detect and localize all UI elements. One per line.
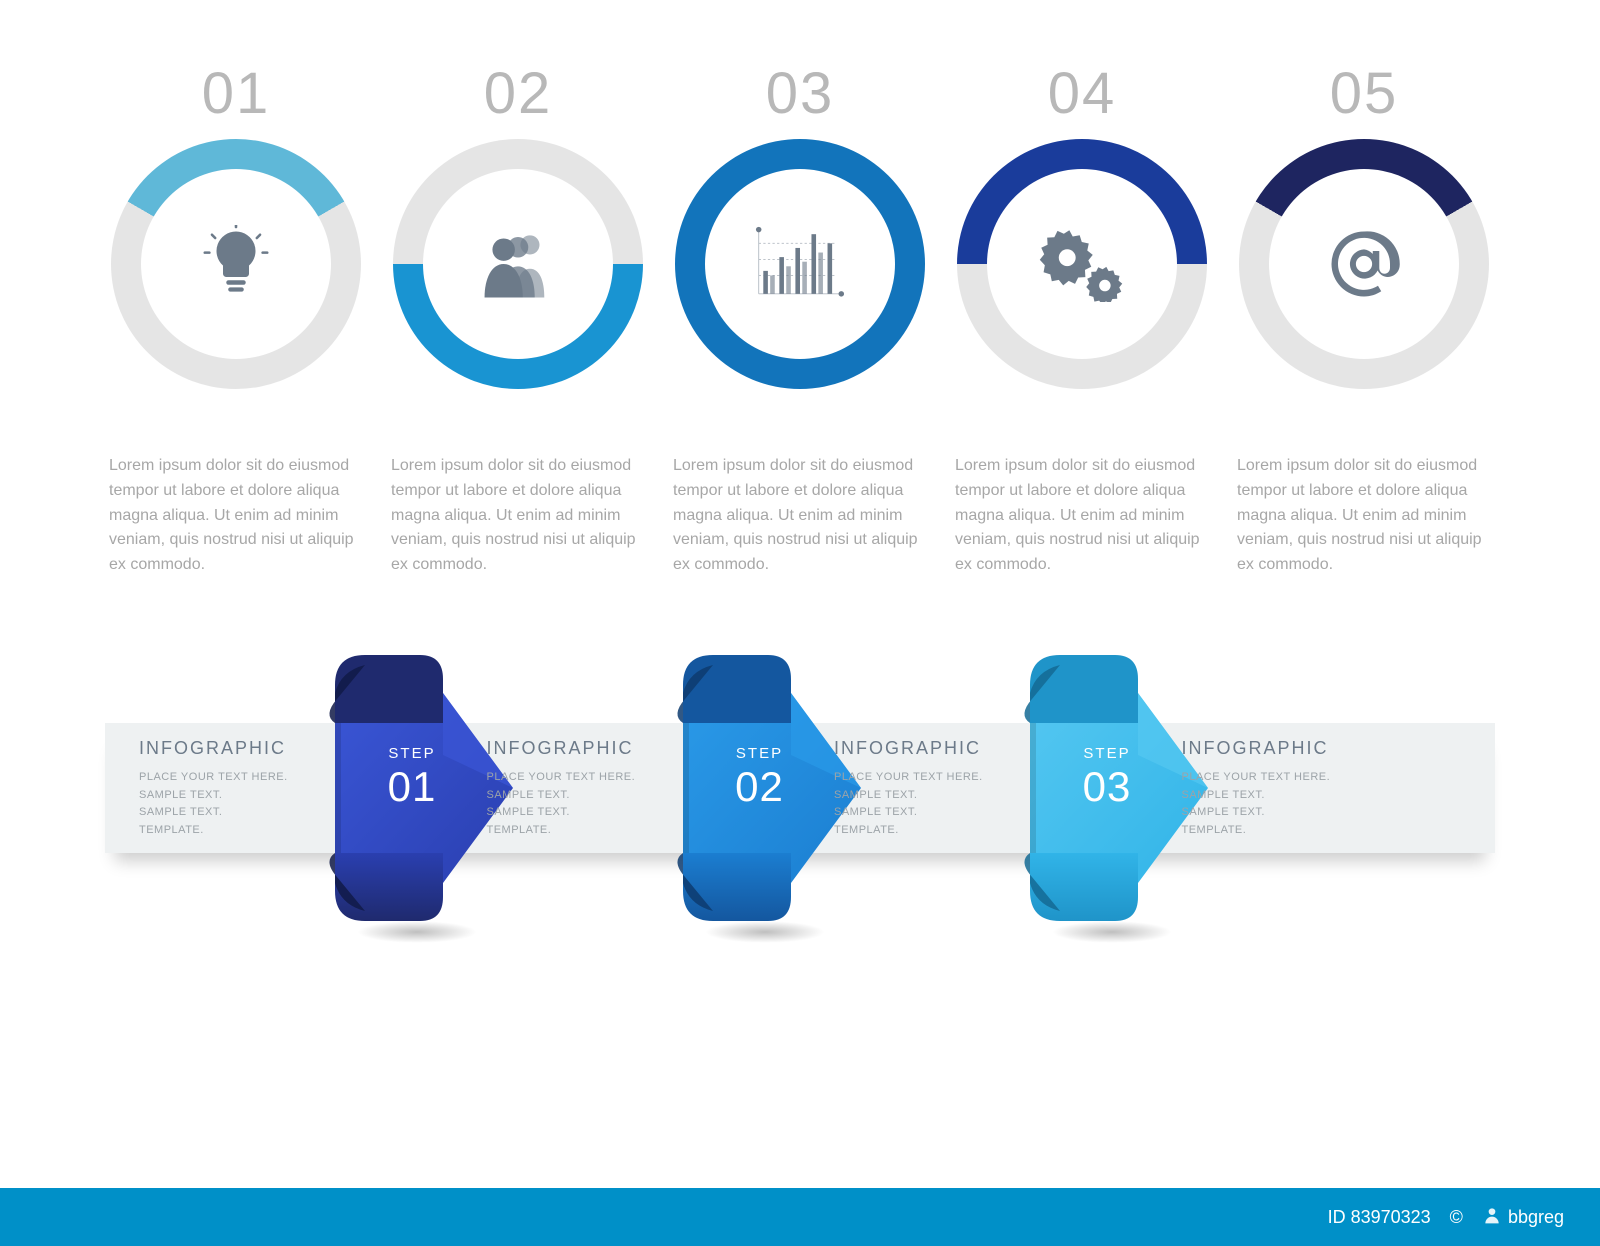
ribbon-row: INFOGRAPHIC PLACE YOUR TEXT HERE.SAMPLE …	[95, 653, 1505, 953]
circle-step-2: 02 Lorem ipsum dolor sit do eiusmod temp…	[377, 60, 659, 578]
step-number: 01	[202, 60, 271, 127]
circle-step-1: 01	[95, 60, 377, 578]
step-desc: Lorem ipsum dolor sit do eiusmod tempor …	[941, 454, 1223, 578]
at-sign-icon	[1325, 225, 1403, 303]
ring-inner	[705, 169, 895, 359]
circles-row: 01	[95, 60, 1505, 578]
ribbon-cell-3: INFOGRAPHIC PLACE YOUR TEXT HERE.SAMPLE …	[800, 653, 1148, 953]
circle-step-5: 05 Lorem ipsum dolor sit do eiusmod temp…	[1223, 60, 1505, 578]
step-number: 03	[766, 60, 835, 127]
ribbon-sub: PLACE YOUR TEXT HERE.SAMPLE TEXT.SAMPLE …	[139, 769, 288, 839]
ribbon-text: INFOGRAPHIC PLACE YOUR TEXT HERE.SAMPLE …	[834, 738, 983, 839]
infographic-canvas: 01	[0, 0, 1600, 953]
ring-1	[111, 139, 361, 389]
ribbon-cell-1: INFOGRAPHIC PLACE YOUR TEXT HERE.SAMPLE …	[105, 653, 453, 953]
ribbon-text: INFOGRAPHIC PLACE YOUR TEXT HERE.SAMPLE …	[139, 738, 288, 839]
ring-4	[957, 139, 1207, 389]
ribbon-sub: PLACE YOUR TEXT HERE.SAMPLE TEXT.SAMPLE …	[1182, 769, 1331, 839]
ribbon-sub: PLACE YOUR TEXT HERE.SAMPLE TEXT.SAMPLE …	[834, 769, 983, 839]
circle-step-3: 03	[659, 60, 941, 578]
ring-5	[1239, 139, 1489, 389]
people-icon	[475, 228, 561, 300]
ribbon-text: INFOGRAPHIC PLACE YOUR TEXT HERE.SAMPLE …	[1182, 738, 1331, 839]
footer-bar: ID 83970323 © bbgreg	[0, 1188, 1600, 1246]
ribbon-cell-2: INFOGRAPHIC PLACE YOUR TEXT HERE.SAMPLE …	[453, 653, 801, 953]
step-number: 02	[484, 60, 553, 127]
ribbon-text: INFOGRAPHIC PLACE YOUR TEXT HERE.SAMPLE …	[487, 738, 636, 839]
arrow-step-num: 03	[1072, 763, 1142, 811]
ribbon-title: INFOGRAPHIC	[487, 738, 636, 759]
ring-2	[393, 139, 643, 389]
step-number: 04	[1048, 60, 1117, 127]
gears-icon	[1039, 226, 1125, 302]
arrow-step-label: STEP	[377, 745, 447, 762]
ring-inner	[1269, 169, 1459, 359]
ribbon-sub: PLACE YOUR TEXT HERE.SAMPLE TEXT.SAMPLE …	[487, 769, 636, 839]
arrow-step-num: 02	[725, 763, 795, 811]
bar-chart-icon	[754, 225, 846, 303]
arrow-step-num: 01	[377, 763, 447, 811]
ring-3	[675, 139, 925, 389]
arrow-step-label: STEP	[725, 745, 795, 762]
footer-credit-text: bbgreg	[1508, 1207, 1564, 1228]
lightbulb-icon	[197, 225, 275, 303]
ribbon-title: INFOGRAPHIC	[1182, 738, 1331, 759]
step-desc: Lorem ipsum dolor sit do eiusmod tempor …	[1223, 454, 1505, 578]
ribbon-cell-4: INFOGRAPHIC PLACE YOUR TEXT HERE.SAMPLE …	[1148, 653, 1496, 953]
ring-inner	[987, 169, 1177, 359]
step-desc: Lorem ipsum dolor sit do eiusmod tempor …	[377, 454, 659, 578]
ring-inner	[141, 169, 331, 359]
avatar-icon	[1482, 1205, 1502, 1230]
arrow-step-label: STEP	[1072, 745, 1142, 762]
step-desc: Lorem ipsum dolor sit do eiusmod tempor …	[659, 454, 941, 578]
footer-credit: bbgreg	[1482, 1205, 1564, 1230]
step-number: 05	[1330, 60, 1399, 127]
ribbon-title: INFOGRAPHIC	[139, 738, 288, 759]
ring-inner	[423, 169, 613, 359]
step-desc: Lorem ipsum dolor sit do eiusmod tempor …	[95, 454, 377, 578]
ribbon-title: INFOGRAPHIC	[834, 738, 983, 759]
footer-id: ID 83970323	[1328, 1207, 1431, 1228]
circle-step-4: 04 Lorem ipsum dolor	[941, 60, 1223, 578]
